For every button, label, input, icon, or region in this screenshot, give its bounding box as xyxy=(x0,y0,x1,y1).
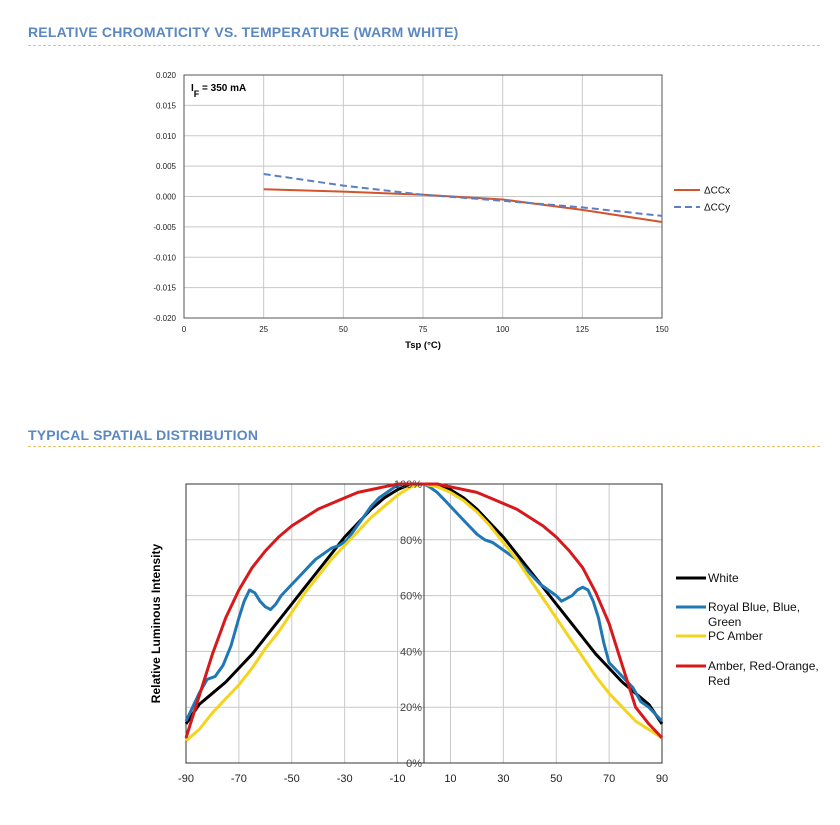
y-tick-label: -0.010 xyxy=(153,253,176,262)
legend-label: PC Amber xyxy=(708,629,763,643)
y-tick-label: 40% xyxy=(400,646,422,658)
y-tick-label: 20% xyxy=(400,702,422,714)
x-tick-label: -90 xyxy=(178,773,194,785)
y-tick-label: 0.000 xyxy=(156,193,177,202)
annotation-prefix: I xyxy=(191,83,194,94)
chromaticity-chart: 0 25 50 75 100 125 150 0.020 0.015 0.010 0.005 0.00… xyxy=(153,71,730,351)
x-tick-label: 70 xyxy=(603,773,615,785)
legend-label: ΔCCx xyxy=(704,186,730,197)
y-tick-label: 80% xyxy=(400,535,422,547)
x-tick-label: 125 xyxy=(576,325,590,334)
section-title-spatial: TYPICAL SPATIAL DISTRIBUTION xyxy=(28,427,259,443)
x-tick-label: -70 xyxy=(231,773,247,785)
x-axis-label: Tsp (°C) xyxy=(405,340,441,351)
y-tick-label: 0.005 xyxy=(156,162,177,171)
y-tick-label: 100% xyxy=(394,479,422,491)
legend-label: Royal Blue, Blue, Green xyxy=(708,600,800,629)
section-title-chromaticity: RELATIVE CHROMATICITY VS. TEMPERATURE (W… xyxy=(28,24,459,40)
plot-frame xyxy=(183,74,663,319)
y-tick-label: 0.010 xyxy=(156,132,177,141)
x-tick-label: 50 xyxy=(339,325,348,334)
section-divider xyxy=(28,446,820,447)
y-tick-label: 0.015 xyxy=(156,101,177,110)
x-tick-label: -30 xyxy=(337,773,353,785)
section-divider xyxy=(28,45,820,46)
legend-label: ΔCCy xyxy=(704,203,730,214)
x-tick-label: 25 xyxy=(259,325,268,334)
annotation-text: = 350 mA xyxy=(199,83,246,94)
x-tick-label: 150 xyxy=(655,325,669,334)
y-tick-label: 0.020 xyxy=(156,71,177,80)
x-tick-label: 30 xyxy=(497,773,509,785)
y-tick-label: 0% xyxy=(406,758,422,770)
x-tick-label: 90 xyxy=(656,773,668,785)
x-tick-label: 10 xyxy=(444,773,456,785)
legend-label: White xyxy=(708,571,739,585)
x-tick-label: 50 xyxy=(550,773,562,785)
series-line xyxy=(263,173,663,217)
y-tick-label: 60% xyxy=(400,591,422,603)
x-tick-label: 100 xyxy=(496,325,510,334)
y-tick-label: -0.020 xyxy=(153,314,176,323)
annotation-subscript: F xyxy=(194,89,200,99)
y-tick-label: -0.005 xyxy=(153,223,176,232)
series-line xyxy=(184,482,664,739)
y-axis-label: Relative Luminous Intensity xyxy=(149,543,163,703)
legend-label: Amber, Red-Orange, Red xyxy=(708,659,819,688)
x-tick-label: -10 xyxy=(390,773,406,785)
x-tick-label: 0 xyxy=(182,325,187,334)
x-tick-label: -50 xyxy=(284,773,300,785)
y-tick-label: -0.015 xyxy=(153,284,176,293)
x-tick-label: 75 xyxy=(419,325,428,334)
current-annotation: IF = 350 mA xyxy=(191,83,246,99)
